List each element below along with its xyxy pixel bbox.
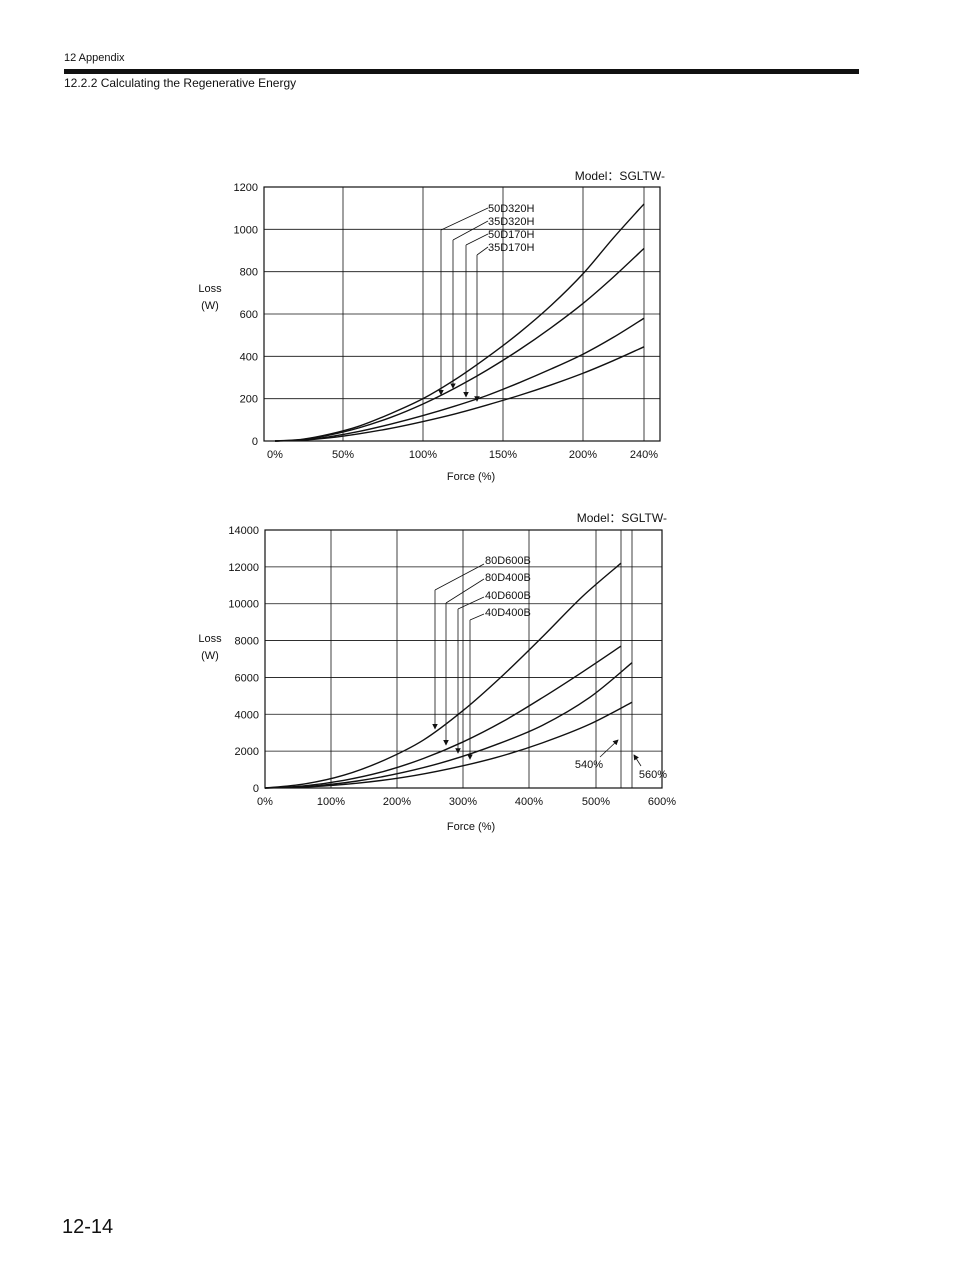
chart2-model-title: Model：SGLTW- xyxy=(577,511,667,525)
chart2-series-label: 80D600B xyxy=(485,555,531,567)
chart1-series-label: 50D320H xyxy=(488,203,535,215)
chart1-leader-diagonal xyxy=(476,246,489,256)
chart1-series-line-50d170h xyxy=(274,317,645,442)
chart1-y-tick-label: 400 xyxy=(240,351,258,363)
chart1-x-tick-label: 150% xyxy=(489,449,517,461)
chart2-y-tick-label: 6000 xyxy=(235,672,259,684)
chart1-y-tick-label: 800 xyxy=(240,267,258,279)
chart1-x-tick-label: 240% xyxy=(630,449,658,461)
chart1-y-tick-label: 1000 xyxy=(234,224,258,236)
chart1-x-tick-label: 200% xyxy=(569,449,597,461)
chart1-series-line-35d170h xyxy=(274,346,645,442)
chart2-series-line-40d400b xyxy=(264,701,633,789)
chart2-y-tick-label: 10000 xyxy=(228,599,259,611)
chart2-limit-annotation-arrow xyxy=(633,754,642,767)
chart2-leader-diagonal xyxy=(434,563,485,591)
chart1-x-axis-label: Force (%) xyxy=(447,471,495,483)
chart2-x-tick-label: 400% xyxy=(515,796,543,808)
chart2-y-axis-label: Loss xyxy=(198,633,222,645)
chart2-y-tick-label: 0 xyxy=(253,783,259,795)
chart1-y-tick-label: 1200 xyxy=(234,182,258,194)
chart2-leader-diagonal xyxy=(445,578,485,604)
chart2-series-line-80d400b xyxy=(264,645,622,789)
chart1-leader-diagonal xyxy=(452,220,489,241)
chart2-series-line-40d600b xyxy=(264,662,633,789)
chart2-y-tick-label: 2000 xyxy=(235,746,259,758)
chart2-x-tick-label: 100% xyxy=(317,796,345,808)
chart1-x-tick-label: 0% xyxy=(267,449,283,461)
header-chapter: 12 Appendix xyxy=(64,52,125,64)
chart2-y-tick-label: 4000 xyxy=(235,709,259,721)
chart2-y-tick-label: 12000 xyxy=(228,562,259,574)
chart2-limit-annotation: 560% xyxy=(639,769,667,781)
chart2-x-tick-label: 0% xyxy=(257,796,273,808)
chart1-x-tick-label: 50% xyxy=(332,449,354,461)
chart2-x-tick-label: 600% xyxy=(648,796,676,808)
chart1-series-line-50d320h xyxy=(274,203,645,442)
chart2-y-tick-label: 14000 xyxy=(228,525,259,537)
page-number: 12-14 xyxy=(62,1216,114,1238)
chart2-x-tick-label: 500% xyxy=(582,796,610,808)
chart2-limit-annotation: 540% xyxy=(575,759,603,771)
header-rule xyxy=(64,69,859,74)
chart2-leader-diagonal xyxy=(457,596,485,610)
header-section: 12.2.2 Calculating the Regenerative Ener… xyxy=(64,76,297,90)
chart2-leader-diagonal xyxy=(469,613,485,621)
chart1-x-tick-label: 100% xyxy=(409,449,437,461)
chart1-series-label: 35D320H xyxy=(488,216,535,228)
chart1-y-axis-unit: (W) xyxy=(201,300,219,312)
chart2-series-label: 80D400B xyxy=(485,572,531,584)
chart1-model-title: Model：SGLTW- xyxy=(575,169,665,183)
chart1-series-label: 35D170H xyxy=(488,242,535,254)
chart1-leader-diagonal xyxy=(440,207,489,231)
chart2-series-line-80d600b xyxy=(264,562,622,789)
chart2-y-axis-unit: (W) xyxy=(201,650,219,662)
chart2-x-axis-label: Force (%) xyxy=(447,821,495,833)
chart2-y-tick-label: 8000 xyxy=(235,636,259,648)
chart1-series-label: 50D170H xyxy=(488,229,535,241)
chart2-series-label: 40D400B xyxy=(485,607,531,619)
chart2-limit-annotation-arrow xyxy=(599,739,619,758)
chart1-leader-diagonal xyxy=(465,233,489,246)
chart1-y-tick-label: 0 xyxy=(252,436,258,448)
chart1-y-tick-label: 200 xyxy=(240,394,258,406)
chart1-y-axis-label: Loss xyxy=(198,283,222,295)
chart1-y-tick-label: 600 xyxy=(240,309,258,321)
chart2-x-tick-label: 200% xyxy=(383,796,411,808)
chart2-series-label: 40D600B xyxy=(485,590,531,602)
chart2-x-tick-label: 300% xyxy=(449,796,477,808)
